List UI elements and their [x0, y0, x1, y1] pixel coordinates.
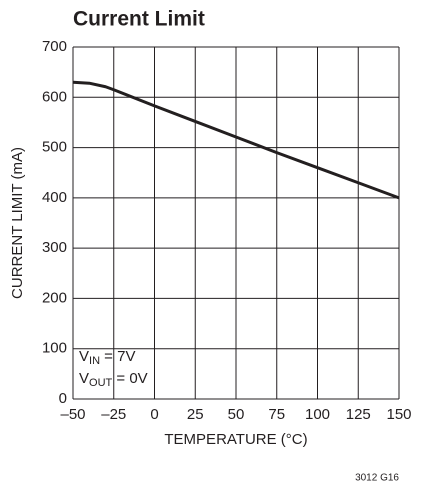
x-tick-label: 50 — [228, 406, 245, 423]
annotation-part: V — [79, 370, 89, 387]
y-tick-label: 600 — [42, 88, 67, 105]
annotation-part: = 0V — [112, 370, 147, 387]
y-tick-label: 300 — [42, 239, 67, 256]
annotation-subscript: IN — [89, 355, 100, 367]
y-tick-label: 700 — [42, 38, 67, 55]
line-series — [72, 80, 400, 200]
annotation: VOUT = 0V — [79, 370, 148, 389]
x-tick-label: 125 — [346, 406, 371, 423]
y-tick-label: 400 — [42, 189, 67, 206]
annotation-subscript: OUT — [89, 377, 113, 389]
y-axis-label: CURRENT LIMIT (mA) — [9, 147, 26, 299]
x-tick-label: 150 — [386, 406, 411, 423]
x-tick-label: 0 — [150, 406, 158, 423]
y-tick-label: 0 — [59, 390, 67, 407]
y-tick-label: 500 — [42, 139, 67, 156]
annotation-part: V — [79, 348, 89, 365]
y-tick-label: 100 — [42, 340, 67, 357]
annotation-part: = 7V — [100, 348, 135, 365]
annotation: VIN = 7V — [79, 348, 135, 367]
x-tick-label: –25 — [101, 406, 126, 423]
chart-title: Current Limit — [73, 8, 205, 31]
x-tick-label: 75 — [268, 406, 285, 423]
footnote: 3012 G16 — [355, 473, 399, 484]
x-tick-label: 25 — [187, 406, 204, 423]
x-tick-label: –50 — [60, 406, 85, 423]
y-tick-label: 200 — [42, 289, 67, 306]
x-axis-label: TEMPERATURE (°C) — [164, 431, 307, 448]
x-tick-label: 100 — [305, 406, 330, 423]
